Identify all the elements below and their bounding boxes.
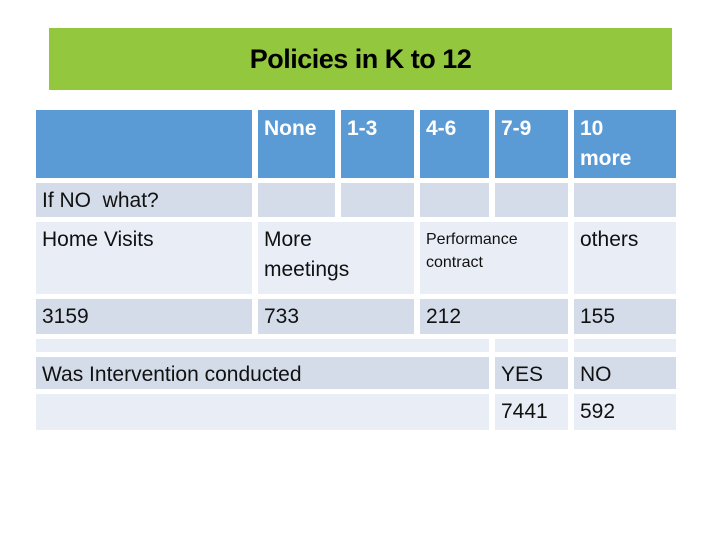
home-visits-count-cell: 3159 [36, 299, 252, 334]
more-meetings-count-cell: 733 [258, 299, 414, 334]
header-cell-7-9: 7-9 [495, 110, 568, 178]
spacer-row-no-cell [574, 339, 676, 352]
home-visits-cell: Home Visits [36, 222, 252, 294]
no-header-cell: NO [574, 357, 676, 389]
performance-contract-cell: Performance contract [420, 222, 568, 294]
policies-table: None 1-3 4-6 7-9 10 more If NO what? Hom… [36, 110, 676, 430]
if-no-row-empty-1-3 [341, 183, 414, 217]
no-count-cell: 592 [574, 394, 676, 430]
performance-contract-count-cell: 212 [420, 299, 568, 334]
header-cell-1-3: 1-3 [341, 110, 414, 178]
yes-header-cell: YES [495, 357, 568, 389]
header-cell-10-more: 10 more [574, 110, 676, 178]
title-banner: Policies in K to 12 [49, 28, 672, 90]
others-cell: others [574, 222, 676, 294]
yes-count-cell: 7441 [495, 394, 568, 430]
header-cell-10-more-label: 10 more [580, 117, 632, 170]
answers-row-empty-cell [36, 394, 489, 430]
slide-title: Policies in K to 12 [249, 43, 472, 74]
intervention-question-cell: Was Intervention conducted [36, 357, 489, 389]
performance-contract-label: Performance contract [426, 231, 523, 272]
if-no-row-empty-10-more [574, 183, 676, 217]
others-count-cell: 155 [574, 299, 676, 334]
if-no-row-empty-4-6 [420, 183, 489, 217]
header-cell-4-6: 4-6 [420, 110, 489, 178]
if-no-row-empty-none [258, 183, 335, 217]
spacer-row-yes-cell [495, 339, 568, 352]
more-meetings-label: More meetings [264, 228, 350, 281]
more-meetings-cell: More meetings [258, 222, 414, 294]
if-no-what-cell: If NO what? [36, 183, 252, 217]
header-cell-blank [36, 110, 252, 178]
spacer-row-left-cell [36, 339, 489, 352]
header-cell-none: None [258, 110, 335, 178]
if-no-row-empty-7-9 [495, 183, 568, 217]
